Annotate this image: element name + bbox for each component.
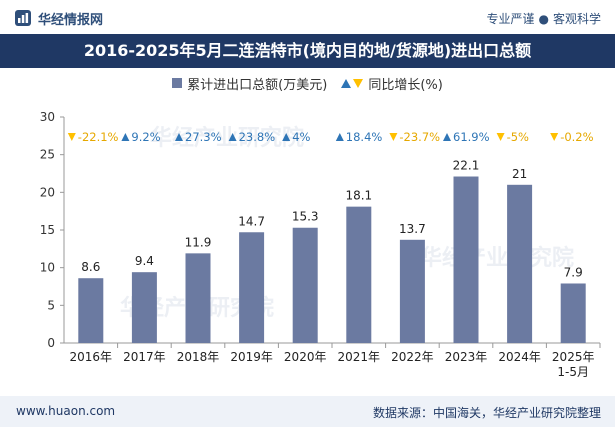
huajing-logo-icon	[15, 10, 31, 26]
y-tick-label: 0	[47, 336, 55, 350]
x-tick-label: 2019年	[230, 350, 273, 364]
growth-label: 61.9%	[453, 130, 490, 144]
y-tick-label: 20	[40, 185, 55, 199]
bar	[185, 253, 211, 343]
tagline-separator: ●	[538, 12, 549, 26]
y-tick-label: 15	[40, 223, 55, 237]
bar	[399, 239, 425, 343]
y-tick-label: 30	[40, 110, 55, 124]
growth-up-icon	[228, 133, 237, 141]
x-tick-label: 2024年	[498, 350, 541, 364]
footer-website: www.huaon.com	[16, 404, 116, 418]
chart-title: 2016-2025年5月二连浩特市(境内目的地/货源地)进出口总额	[0, 34, 615, 68]
x-tick-label: 2022年	[391, 350, 434, 364]
growth-label: 27.3%	[185, 130, 222, 144]
growth-label: 18.4%	[346, 130, 383, 144]
growth-down-icon	[389, 133, 398, 141]
legend-up-triangle-icon	[341, 78, 352, 88]
legend-label-growth: 同比增长(%)	[368, 77, 443, 93]
growth-label: 23.8%	[239, 130, 276, 144]
top-bar: 华经情报网 专业严谨 ● 客观科学	[0, 0, 615, 34]
bar-value-label: 8.6	[81, 260, 100, 274]
growth-label: 4%	[292, 130, 310, 144]
growth-down-icon	[550, 133, 559, 141]
growth-label: -23.7%	[399, 130, 440, 144]
growth-up-icon	[443, 133, 451, 141]
growth-down-icon	[67, 133, 76, 141]
bar	[560, 283, 586, 343]
x-tick-label: 2025年	[552, 350, 595, 364]
growth-down-icon	[496, 133, 505, 141]
x-tick-label: 1-5月	[557, 365, 589, 379]
legend-down-triangle-icon	[353, 78, 364, 88]
x-tick-label: 2018年	[177, 350, 220, 364]
bar-value-label: 14.7	[238, 214, 265, 228]
chart-legend: 累计进出口总额(万美元) 同比增长(%)	[0, 72, 615, 94]
footer: www.huaon.com 数据来源：中国海关，华经产业研究院整理	[0, 396, 615, 427]
bar	[239, 232, 265, 343]
x-tick-label: 2020年	[284, 350, 327, 364]
bar-value-label: 7.9	[564, 265, 583, 279]
legend-item-total: 累计进出口总额(万美元)	[172, 74, 327, 93]
bar	[78, 278, 104, 343]
x-tick-label: 2017年	[123, 350, 166, 364]
growth-up-icon	[121, 133, 130, 141]
tagline-left: 专业严谨	[486, 12, 535, 26]
bar-value-label: 11.9	[185, 235, 212, 249]
legend-item-growth: 同比增长(%)	[341, 74, 443, 93]
brand-name: 华经情报网	[38, 13, 104, 28]
tagline: 专业严谨 ● 客观科学	[486, 10, 601, 27]
bar	[292, 227, 318, 343]
footer-source: 数据来源：中国海关，华经产业研究院整理	[372, 406, 601, 420]
bar-value-label: 13.7	[399, 222, 426, 236]
bar-value-label: 21	[512, 167, 527, 181]
x-tick-label: 2021年	[338, 350, 381, 364]
y-tick-label: 5	[47, 298, 55, 312]
bar-value-label: 22.1	[453, 159, 480, 173]
growth-up-icon	[282, 133, 291, 141]
x-tick-label: 2016年	[70, 350, 113, 364]
bar	[346, 206, 372, 343]
growth-label: -0.2%	[560, 130, 593, 144]
bar-value-label: 18.1	[345, 189, 372, 203]
x-tick-label: 2023年	[445, 350, 488, 364]
bar-value-label: 15.3	[292, 210, 319, 224]
y-tick-label: 10	[40, 261, 55, 275]
growth-label: -22.1%	[78, 130, 119, 144]
legend-swatch-bar	[172, 78, 183, 88]
legend-label-total: 累计进出口总额(万美元)	[187, 77, 328, 93]
growth-up-icon	[175, 133, 183, 141]
y-tick-label: 25	[40, 148, 55, 162]
bar	[453, 176, 479, 343]
bar	[507, 184, 533, 343]
growth-up-icon	[335, 133, 344, 141]
tagline-right: 客观科学	[552, 12, 601, 26]
growth-label: -5%	[507, 130, 529, 144]
bar	[131, 272, 157, 343]
bar-value-label: 9.4	[135, 254, 154, 268]
growth-label: 9.2%	[131, 130, 160, 144]
